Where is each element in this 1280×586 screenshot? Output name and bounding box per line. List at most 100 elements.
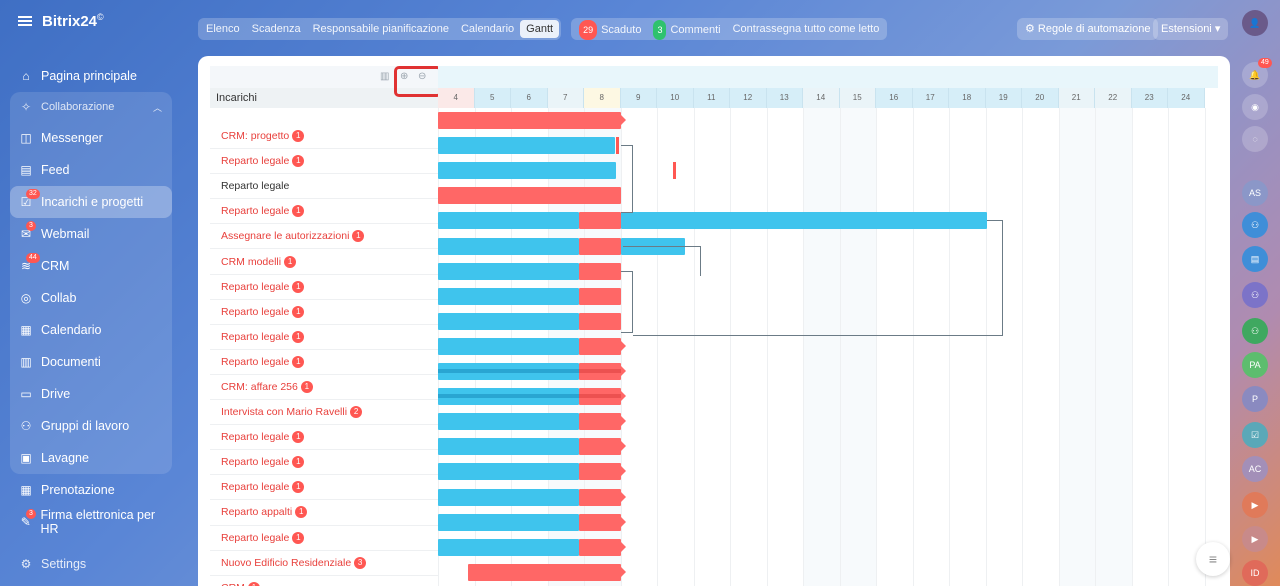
task-bar[interactable]: [579, 538, 626, 556]
task-title[interactable]: Reparto legale: [221, 355, 290, 368]
task-title[interactable]: CRM: progetto: [221, 130, 290, 143]
zoom-out-icon[interactable]: ⊖: [418, 71, 427, 82]
task-row[interactable]: Reparto legale 1: [210, 275, 438, 300]
nav-esign[interactable]: ✎ 3 Firma elettronica per HR: [10, 506, 172, 538]
task-title[interactable]: Reparto legale: [221, 180, 290, 193]
task-bar[interactable]: [438, 312, 579, 330]
group-chat-icon[interactable]: ⚇: [1242, 282, 1268, 308]
tab-responsabile[interactable]: Responsabile pianificazione: [312, 23, 449, 35]
task-title[interactable]: Reparto legale: [221, 280, 290, 293]
task-bar[interactable]: [579, 262, 621, 280]
task-bar[interactable]: [438, 438, 579, 456]
video-icon[interactable]: ▶: [1242, 492, 1268, 518]
copilot-icon[interactable]: ◉: [1242, 94, 1268, 120]
task-row[interactable]: Reparto legale 1: [210, 450, 438, 476]
task-bar[interactable]: [579, 212, 621, 230]
chat-icon[interactable]: ▤: [1242, 246, 1268, 272]
task-title[interactable]: Reparto legale: [221, 330, 290, 343]
task-bar[interactable]: [438, 488, 579, 506]
panel-menu-button[interactable]: ≡: [1196, 542, 1230, 576]
task-row[interactable]: Nuovo Edificio Residenziale 3: [210, 551, 438, 576]
chat-search-icon[interactable]: ◌: [1242, 126, 1268, 152]
task-row[interactable]: Intervista con Mario Ravelli 2: [210, 400, 438, 426]
task-bar[interactable]: [579, 337, 626, 355]
task-bar[interactable]: [438, 287, 579, 305]
task-bar[interactable]: [579, 237, 621, 255]
task-row[interactable]: Reparto legale 1: [210, 325, 438, 350]
task-bar[interactable]: [438, 337, 579, 355]
task-title[interactable]: Nuovo Edificio Residenziale: [221, 556, 352, 569]
task-bar[interactable]: [468, 563, 626, 581]
task-bar[interactable]: [438, 262, 579, 280]
nav-feed[interactable]: ▤ Feed: [10, 154, 172, 186]
nav-groups[interactable]: ⚇ Gruppi di lavoro: [10, 410, 172, 442]
task-bar[interactable]: [579, 513, 626, 531]
task-bar[interactable]: [438, 463, 579, 481]
group-chat-icon[interactable]: ⚇: [1242, 212, 1268, 238]
task-bar[interactable]: [438, 388, 579, 406]
tab-gantt[interactable]: Gantt: [520, 20, 560, 38]
brand-name[interactable]: Bitrix24©: [42, 12, 104, 30]
task-row[interactable]: Reparto legale 1: [210, 300, 438, 325]
task-bar[interactable]: [579, 438, 626, 456]
avatar-pa[interactable]: PA: [1242, 352, 1268, 378]
task-bar[interactable]: [438, 187, 621, 205]
automation-rules-button[interactable]: ⚙ Regole di automazione: [1017, 18, 1159, 40]
task-row[interactable]: Reparto appalti 1: [210, 500, 438, 526]
task-title[interactable]: CRM modelli: [221, 255, 282, 268]
overdue-filter[interactable]: 29 Scaduto: [573, 20, 647, 40]
nav-webmail[interactable]: ✉ 3 Webmail: [10, 218, 172, 250]
nav-crm[interactable]: ≋ 44 CRM: [10, 250, 172, 282]
avatar-ac[interactable]: AC: [1242, 456, 1268, 482]
task-row[interactable]: CRM: affare 256 1: [210, 375, 438, 401]
nav-boards[interactable]: ▣ Lavagne: [10, 442, 172, 474]
task-bar[interactable]: [438, 137, 615, 155]
user-avatar[interactable]: 👤: [1242, 10, 1268, 36]
nav-collab-group[interactable]: ✧ Collaborazione ︿: [10, 92, 172, 122]
hamburger-menu-icon[interactable]: [18, 16, 32, 26]
task-bar[interactable]: [438, 538, 579, 556]
nav-tasks[interactable]: ☑ 32 Incarichi e progetti: [10, 186, 172, 218]
video-icon[interactable]: ▶: [1242, 526, 1268, 552]
task-title[interactable]: Reparto legale: [221, 205, 290, 218]
tasks-chat-icon[interactable]: ☑: [1242, 422, 1268, 448]
task-bar[interactable]: [621, 212, 987, 230]
avatar-as[interactable]: AS: [1242, 180, 1268, 206]
task-title[interactable]: Reparto legale: [221, 481, 290, 494]
tab-scadenza[interactable]: Scadenza: [251, 23, 301, 35]
task-row[interactable]: Reparto legale 1: [210, 475, 438, 501]
tab-calendario[interactable]: Calendario: [460, 23, 515, 35]
task-row[interactable]: CRM: progetto 1: [210, 124, 438, 150]
nav-collab[interactable]: ◎ Collab: [10, 282, 172, 314]
task-row[interactable]: Assegnare le autorizzazioni 1: [210, 224, 438, 250]
task-title[interactable]: Reparto legale: [221, 431, 290, 444]
task-bar[interactable]: [579, 413, 626, 431]
task-row[interactable]: Reparto legale 1: [210, 199, 438, 225]
task-bar[interactable]: [579, 312, 621, 330]
task-row[interactable]: Reparto legale: [210, 174, 438, 200]
zoom-in-icon[interactable]: ⊕: [400, 71, 409, 82]
comments-filter[interactable]: 3 Commenti: [647, 20, 726, 40]
task-title[interactable]: CRM: [221, 582, 245, 586]
avatar-id[interactable]: ID: [1242, 560, 1268, 586]
task-title[interactable]: Reparto legale: [221, 531, 290, 544]
task-row[interactable]: Reparto legale 1: [210, 149, 438, 175]
print-icon[interactable]: ▥: [380, 71, 390, 82]
nav-docs[interactable]: ▥ Documenti: [10, 346, 172, 378]
task-title[interactable]: Intervista con Mario Ravelli: [221, 406, 348, 419]
nav-booking[interactable]: ▦ Prenotazione: [10, 474, 172, 506]
task-row[interactable]: Reparto legale 1: [210, 526, 438, 551]
nav-drive[interactable]: ▭ Drive: [10, 378, 172, 410]
task-title[interactable]: CRM: affare 256: [221, 380, 298, 393]
task-bar[interactable]: [579, 287, 621, 305]
task-bar[interactable]: [438, 162, 616, 180]
task-row[interactable]: CRM1: [210, 576, 438, 586]
task-bar[interactable]: [438, 363, 579, 380]
task-bar[interactable]: [579, 363, 626, 380]
task-bar[interactable]: [438, 237, 579, 255]
task-title[interactable]: Reparto appalti: [221, 506, 293, 519]
task-title[interactable]: Reparto legale: [221, 456, 290, 469]
task-row[interactable]: Reparto legale 1: [210, 350, 438, 375]
task-row[interactable]: Reparto legale 1: [210, 425, 438, 451]
nav-messenger[interactable]: ◫ Messenger: [10, 122, 172, 154]
